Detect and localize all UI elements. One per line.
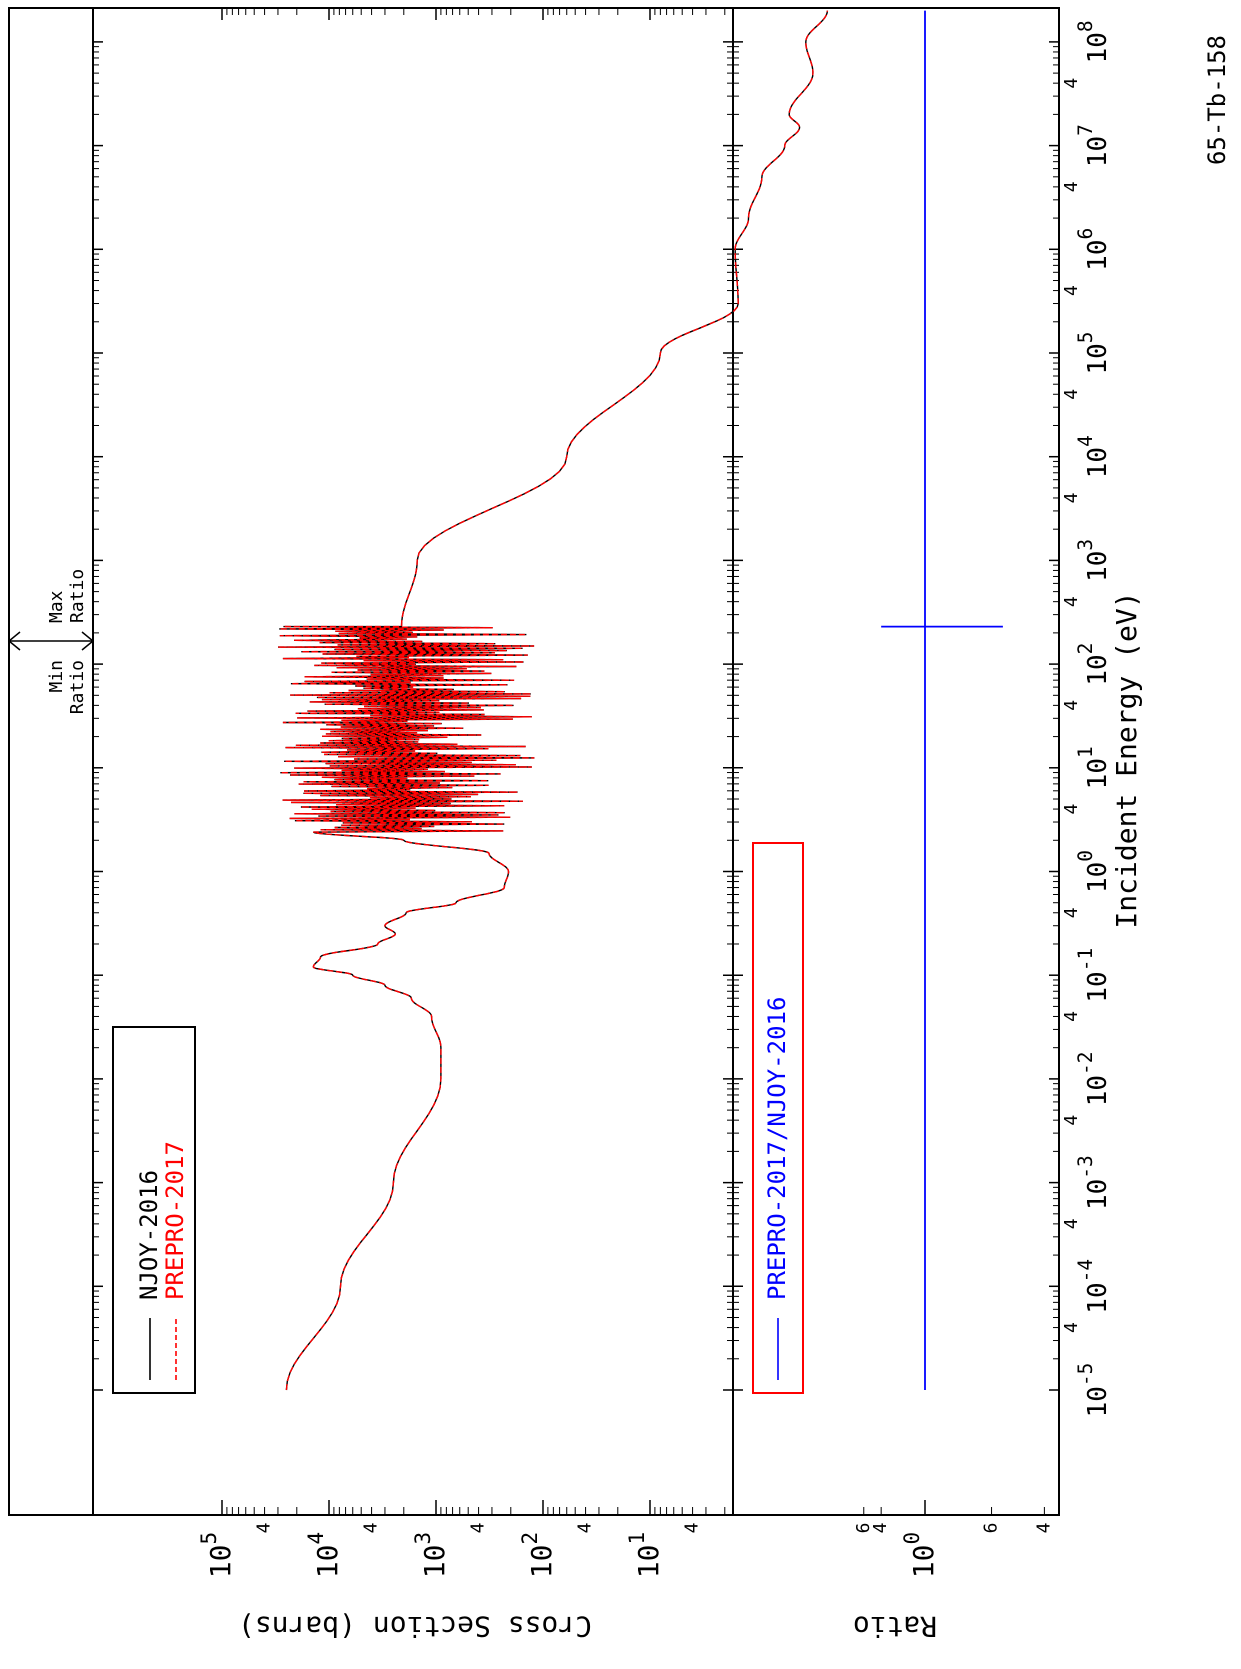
legend-label-prepro: PREPRO-2017	[161, 1141, 189, 1300]
energy-minor-label: 4	[1061, 1322, 1082, 1333]
ratio-axis-title: Ratio	[853, 1610, 937, 1643]
energy-tick-label: 106	[1074, 228, 1113, 271]
legend-label-njoy: NJOY-2016	[135, 1170, 163, 1300]
cross-section-legend-box	[112, 1026, 196, 1394]
energy-tick-label: 107	[1074, 124, 1113, 167]
energy-tick-label: 103	[1074, 539, 1113, 582]
energy-minor-label: 4	[1061, 1115, 1082, 1126]
energy-tick-label: 108	[1074, 20, 1113, 63]
series-line-prepro-2017	[277, 10, 829, 1391]
ratio-tick-label: 100	[900, 1532, 940, 1578]
energy-minor-label: 4	[1061, 389, 1082, 400]
x-axis-title: Incident Energy (eV)	[1110, 591, 1143, 928]
energy-minor-label: 4	[1061, 700, 1082, 711]
min-max-ratio-annotation: Min Ratio Max Ratio	[7, 569, 95, 714]
min-ratio-line1: Min	[46, 660, 67, 693]
cross-section-tick-label: 104	[304, 1532, 344, 1578]
cross-section-minor-label: 4	[254, 1523, 275, 1534]
cross-section-legend: NJOY-2016 PREPRO-2017	[112, 1026, 196, 1394]
energy-tick-label: 102	[1074, 643, 1113, 686]
energy-minor-label: 4	[1061, 493, 1082, 504]
energy-minor-label: 4	[1061, 907, 1082, 918]
cross-section-tick-label: 102	[518, 1532, 558, 1578]
cross-section-axis-ticks: 105 104 103 102 101 4 4 4 4 4	[197, 8, 726, 1578]
energy-tick-label: 10-4	[1074, 1259, 1113, 1314]
ratio-legend-box	[752, 842, 804, 1394]
energy-tick-label: 10-2	[1074, 1052, 1113, 1107]
energy-tick-label: 105	[1074, 331, 1113, 374]
energy-minor-label: 4	[1061, 596, 1082, 607]
energy-minor-label: 4	[1061, 1218, 1082, 1229]
ratio-minor-label: 6	[981, 1523, 1002, 1534]
max-ratio-line1: Max	[46, 590, 67, 623]
energy-minor-label: 4	[1061, 804, 1082, 815]
cross-section-tick-label: 103	[411, 1532, 451, 1578]
energy-tick-label: 101	[1074, 746, 1113, 789]
energy-axis-ticks: 10-5 4 10-4 4 10-3 4 10-2 4 10-1 4 100 4 101 4 102 4 103…	[93, 20, 1113, 1417]
cross-section-minor-label: 4	[468, 1523, 489, 1534]
energy-minor-label: 4	[1061, 181, 1082, 192]
energy-minor-label: 4	[1061, 78, 1082, 89]
energy-tick-label: 10-5	[1074, 1363, 1113, 1418]
max-ratio-line2: Ratio	[67, 569, 88, 623]
cross-section-minor-label: 4	[361, 1523, 382, 1534]
energy-tick-label: 10-3	[1074, 1155, 1113, 1210]
ratio-minor-label: 6	[853, 1523, 874, 1534]
ratio-minor-label: 4	[870, 1523, 891, 1534]
ratio-minor-label: 4	[1033, 1523, 1054, 1534]
legend-label-ratio: PREPRO-2017/NJOY-2016	[763, 997, 791, 1300]
energy-minor-label: 4	[1061, 285, 1082, 296]
annotation-left-arrow	[7, 631, 21, 651]
min-ratio-line2: Ratio	[67, 660, 88, 714]
page-label: 65-Tb-158	[1203, 35, 1231, 165]
annotation-right-arrow	[81, 631, 95, 651]
energy-tick-label: 100	[1074, 850, 1113, 893]
ratio-legend: PREPRO-2017/NJOY-2016	[752, 842, 804, 1394]
energy-tick-label: 104	[1074, 435, 1113, 478]
ratio-plot-frame	[732, 7, 1060, 1516]
cross-section-tick-label: 105	[197, 1532, 237, 1578]
cross-section-minor-label: 4	[575, 1523, 596, 1534]
series-layer	[277, 10, 1003, 1391]
cross-section-tick-label: 101	[625, 1532, 665, 1578]
cross-section-axis-title: Cross Section (barns)	[238, 1610, 592, 1643]
energy-tick-label: 10-1	[1074, 948, 1113, 1003]
cross-section-minor-label: 4	[682, 1523, 703, 1534]
energy-minor-label: 4	[1061, 1011, 1082, 1022]
